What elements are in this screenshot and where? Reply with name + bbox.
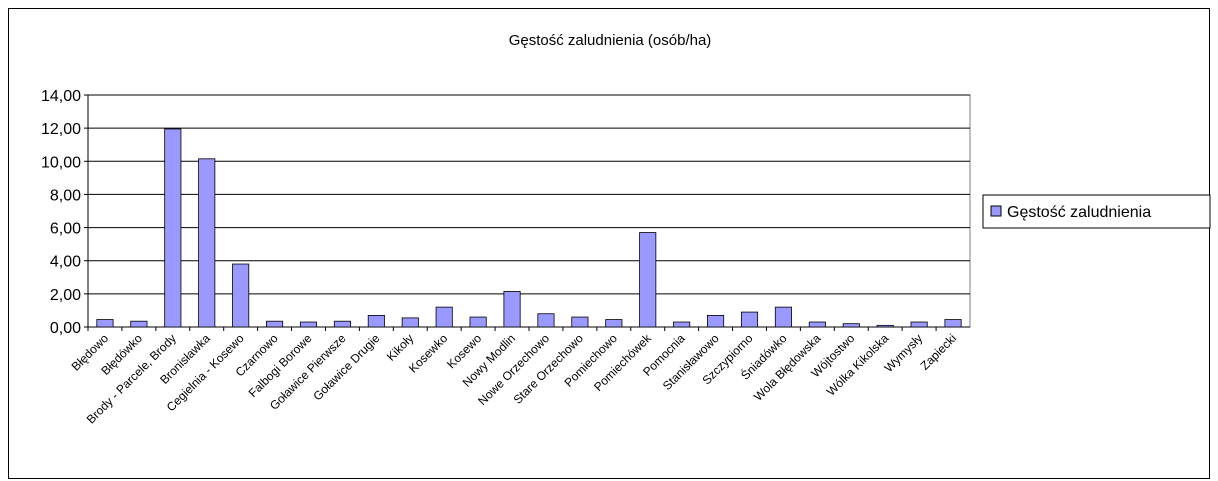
bar [944, 319, 962, 328]
bar [469, 316, 487, 328]
bar [910, 321, 928, 328]
bar [639, 232, 657, 328]
y-tick-label: 6,00 [50, 221, 81, 238]
y-tick-label: 10,00 [41, 154, 81, 171]
y-tick-label: 14,00 [41, 88, 81, 105]
plot-area [87, 94, 971, 328]
y-tick-label: 2,00 [50, 287, 81, 304]
y-tick-label: 4,00 [50, 254, 81, 271]
bar [740, 311, 759, 328]
bar [537, 313, 555, 328]
bar [435, 306, 453, 328]
bar [842, 323, 860, 328]
bar [605, 319, 623, 328]
y-tick-label: 8,00 [50, 187, 81, 204]
legend-label: Gęstość zaludnienia [1007, 204, 1151, 221]
bar [774, 306, 792, 328]
bar [673, 321, 691, 328]
bar [266, 320, 284, 328]
y-tick-label: 12,00 [41, 121, 81, 138]
bar [164, 128, 182, 328]
y-tick-label: 0,00 [50, 320, 81, 337]
bar [96, 319, 114, 328]
bar [130, 320, 148, 328]
bar [401, 317, 419, 328]
chart-title: Gęstość zaludnienia (osób/ha) [509, 32, 712, 49]
bar [707, 314, 725, 328]
bar [571, 316, 589, 328]
legend-swatch [990, 205, 1002, 217]
bar [503, 290, 521, 328]
bar [367, 314, 385, 328]
legend-box [982, 194, 1211, 229]
bar [198, 158, 216, 328]
bar [299, 321, 318, 328]
bar [808, 321, 826, 328]
bar [333, 320, 351, 328]
bar [232, 263, 250, 328]
bar [876, 324, 894, 328]
